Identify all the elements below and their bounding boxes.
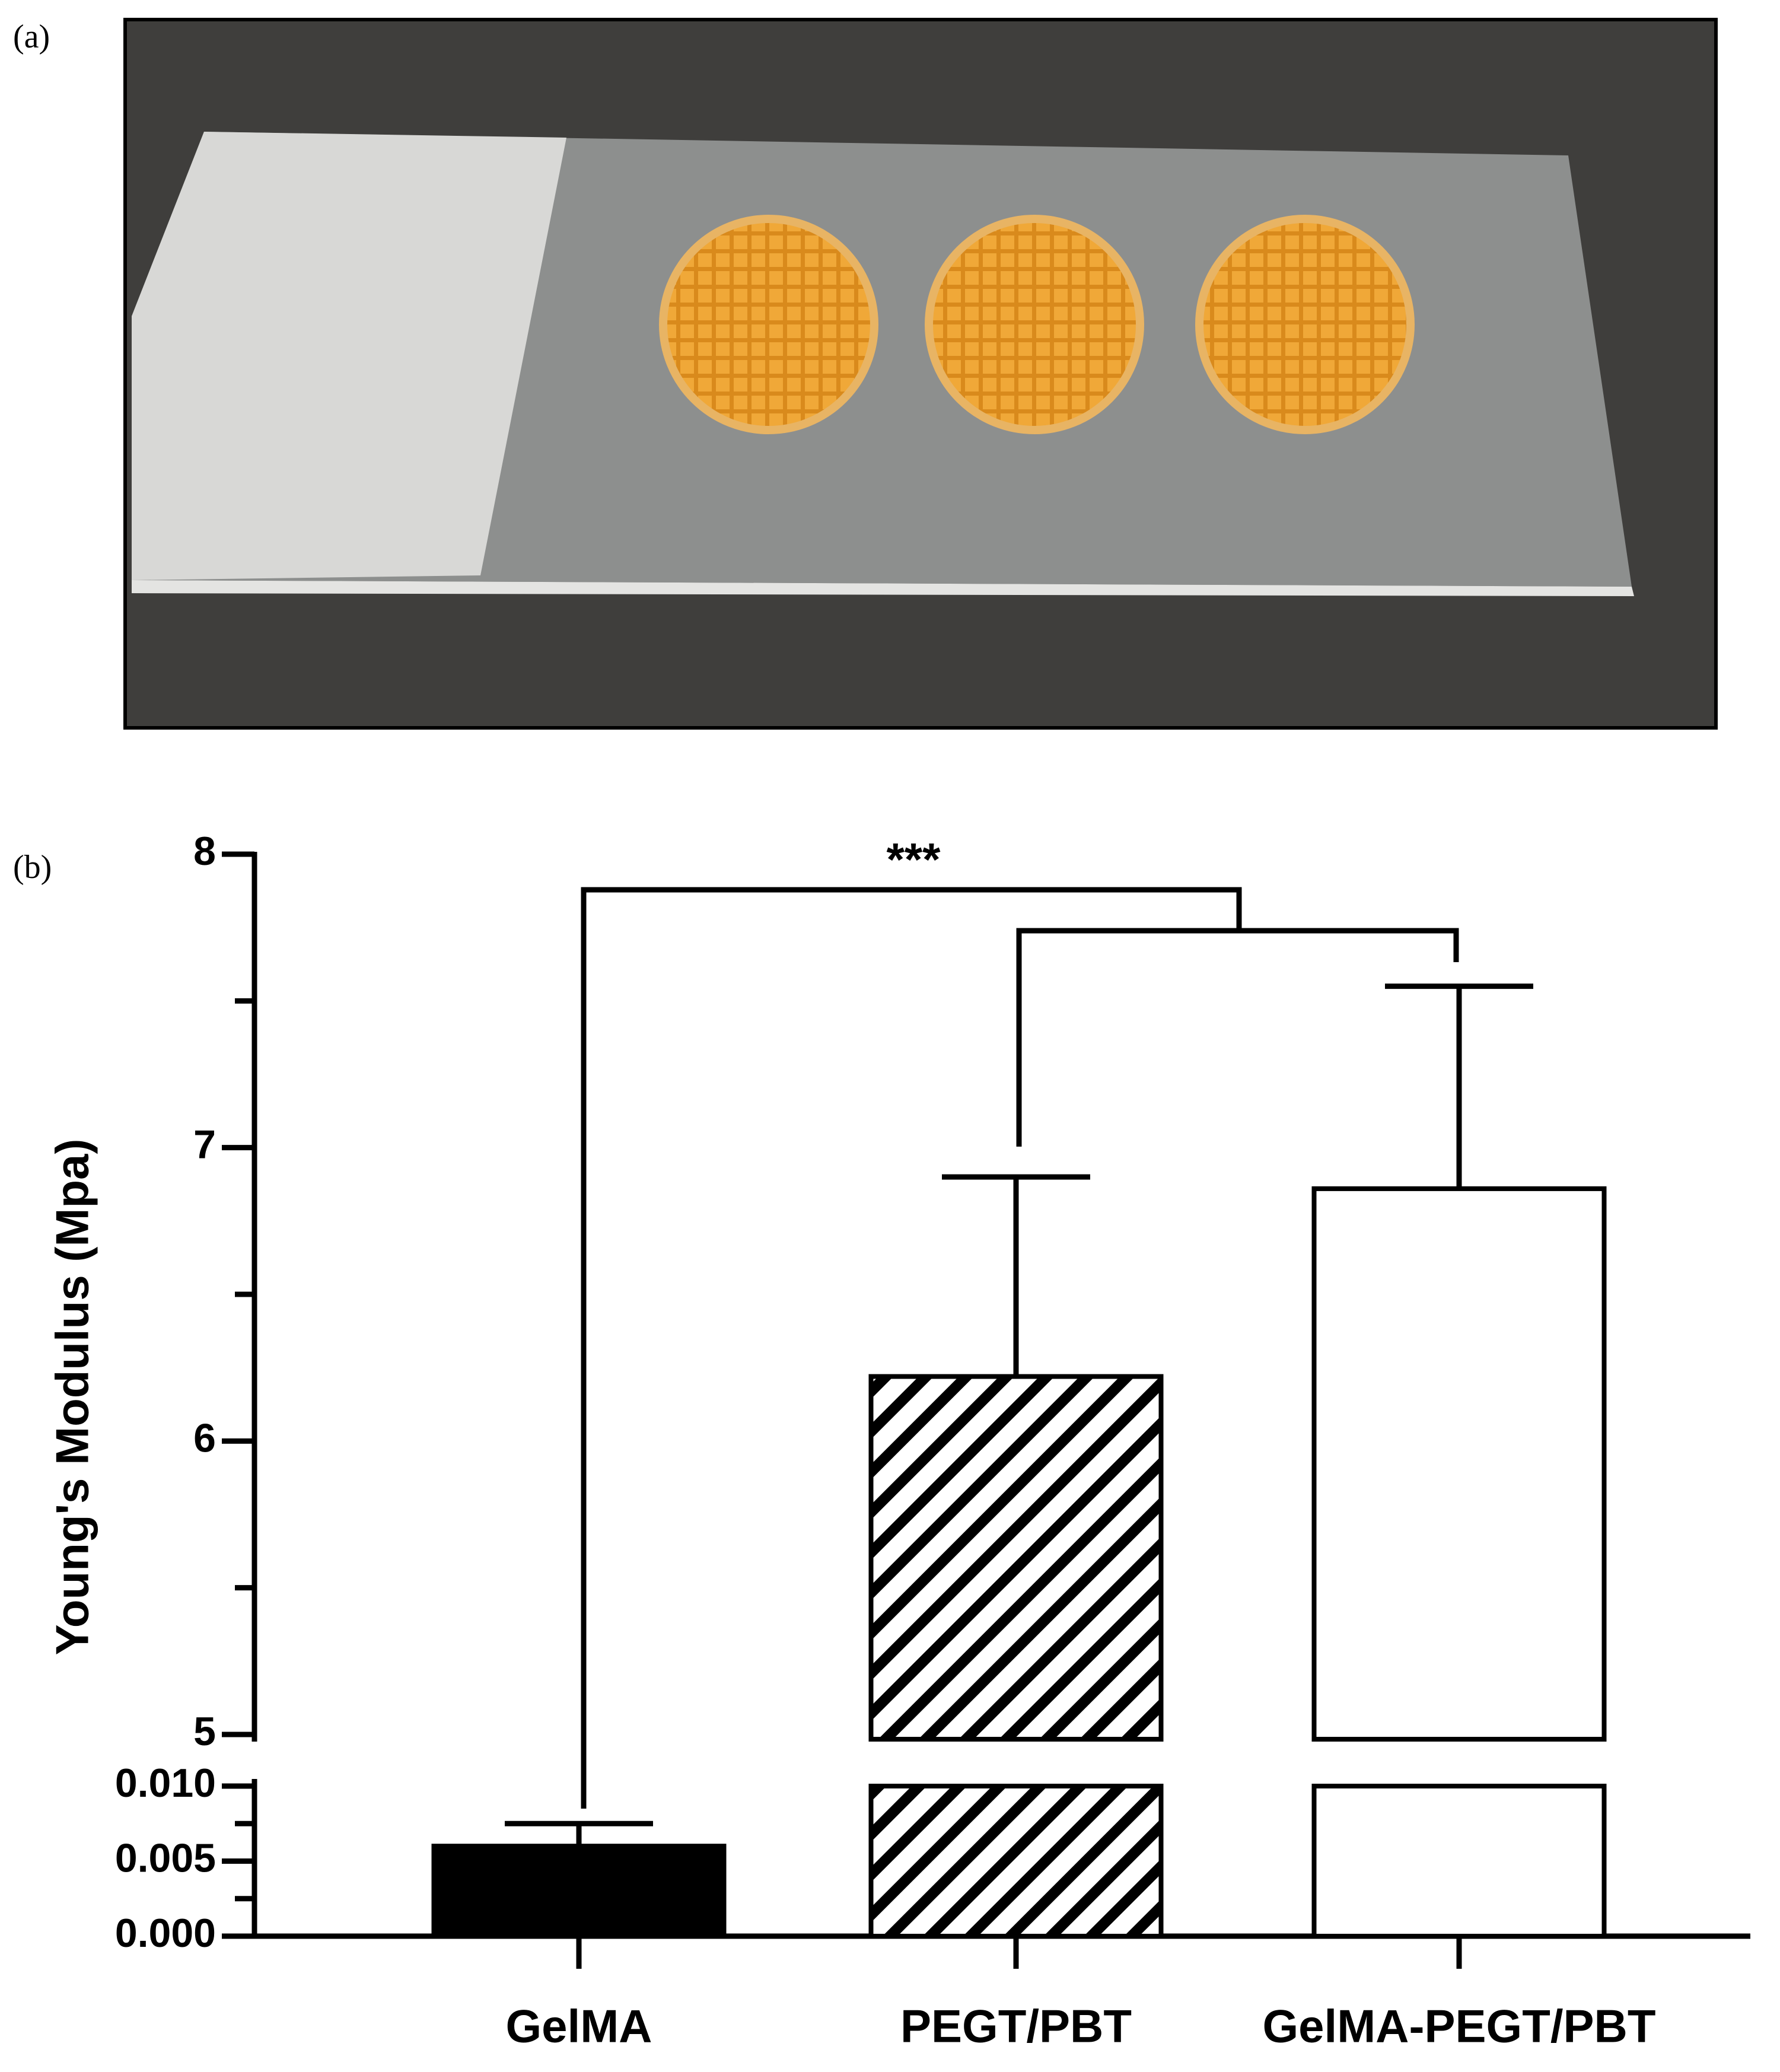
y-tick-label: 5 [193,1709,216,1754]
panel-label: (a) [13,18,50,55]
significance-label: *** [886,833,941,886]
y-tick-label: 6 [193,1415,216,1460]
x-tick-label: GelMA-PEGT/PBT [1262,2000,1655,2052]
significance-bracket [581,887,1459,1809]
bar [1311,1186,1607,1742]
y-tick-label: 7 [193,1122,216,1167]
x-tick-label: GelMA [505,2000,652,2052]
bar [868,1784,1164,1939]
y-axis-title: Young's Modulus (Mpa) [46,1139,98,1656]
x-tick-label: PEGT/PBT [900,2000,1132,2052]
photo [123,18,1718,730]
y-tick-label: 0.005 [115,1835,216,1880]
y-tick-label: 0.010 [115,1761,216,1806]
y-tick-label: 0.000 [115,1911,216,1956]
bar [1311,1784,1607,1939]
y-tick-label: 8 [193,829,216,874]
bar [868,1374,1164,1742]
bar [431,1844,727,1939]
panel-label: (b) [13,849,52,886]
